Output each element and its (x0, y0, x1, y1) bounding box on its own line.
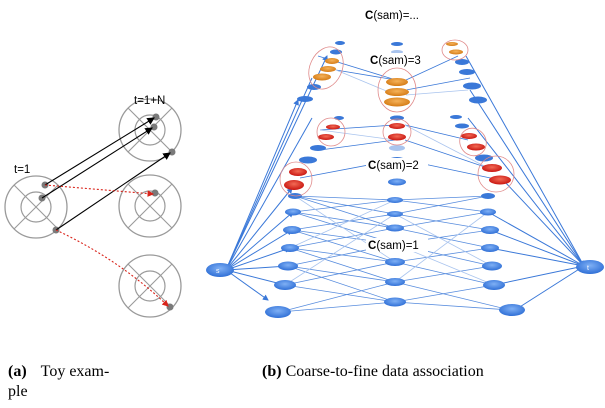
caption-a-tag: (a) (8, 363, 27, 380)
source-node (206, 263, 234, 277)
caption-b-tag: (b) (262, 363, 282, 380)
sink-label: t (587, 265, 589, 272)
caption-b-text: Coarse-to-fine data association (285, 363, 484, 380)
sink-edges (465, 55, 585, 311)
frame-t1n-top (118, 98, 182, 162)
label-level-1: C(sam)=1 (368, 240, 419, 252)
middle-column-nodes (384, 42, 410, 307)
frame-t1n-bottom (118, 254, 182, 318)
upper-faint-edges (319, 69, 489, 169)
panel-b-coarse-to-fine: s t C(sam)=... C(sam)=3 C(sam)=2 C(sam)=… (206, 7, 604, 318)
panel-a-toy-example: t=1 t=1+N (4, 95, 182, 318)
source-edges (225, 55, 328, 301)
frame-t1n-middle (118, 174, 182, 238)
source-label: s (216, 268, 220, 275)
sink-node (576, 260, 604, 274)
caption-a-text-line2: ple (8, 383, 28, 400)
right-column-nodes (446, 42, 525, 316)
label-level-3: C(sam)=3 (370, 55, 421, 67)
label-t1: t=1 (14, 164, 30, 176)
label-level-2: C(sam)=2 (368, 160, 419, 172)
caption-b: (b) Coarse-to-fine data association (262, 362, 592, 382)
caption-a-text-line1: Toy exam- (40, 363, 110, 380)
label-level-top: C(sam)=... (365, 10, 419, 22)
left-column-nodes (265, 41, 345, 318)
caption-a: (a) Toy exam- ple (8, 362, 178, 402)
label-t1n: t=1+N (134, 95, 165, 107)
